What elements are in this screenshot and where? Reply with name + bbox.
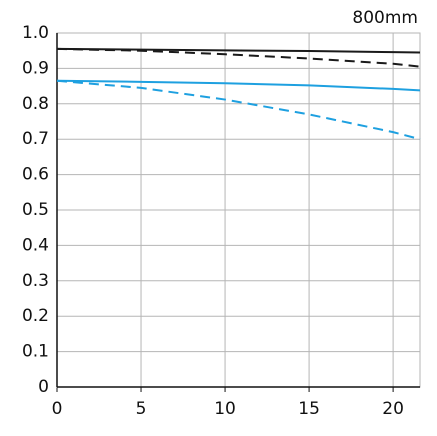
- y-tick-label: 0.2: [22, 306, 49, 326]
- y-tick-label: 0: [38, 377, 49, 397]
- y-tick-label: 0.1: [22, 342, 49, 362]
- x-tick-label: 10: [214, 399, 236, 419]
- x-tick-label: 15: [298, 399, 320, 419]
- y-tick-label: 0.5: [22, 200, 49, 220]
- x-tick-label: 5: [136, 399, 147, 419]
- y-tick-label: 0.7: [22, 129, 49, 149]
- y-tick-label: 0.8: [22, 94, 49, 114]
- series-line: [56, 79, 421, 141]
- x-tick-label: 0: [52, 399, 63, 419]
- y-tick-label: 0.4: [22, 235, 49, 255]
- series-line: [56, 79, 421, 92]
- y-tick-label: 0.3: [22, 271, 49, 291]
- y-tick-label: 1.0: [22, 23, 49, 43]
- x-tick-label: 20: [382, 399, 404, 419]
- y-tick-label: 0.6: [22, 165, 49, 185]
- y-tick-label: 0.9: [22, 58, 49, 78]
- chart-title: 800mm: [352, 8, 418, 28]
- series-line: [56, 47, 421, 68]
